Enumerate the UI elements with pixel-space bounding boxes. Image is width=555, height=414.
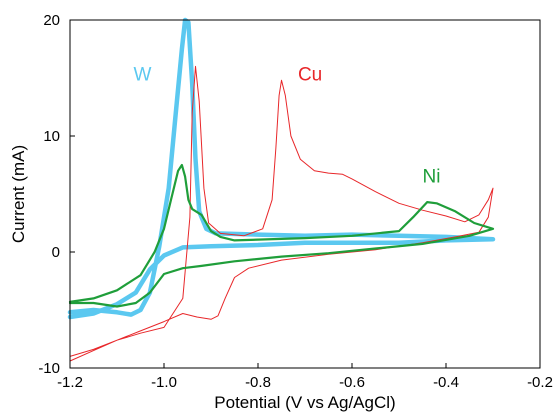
series-line-ni bbox=[68, 163, 495, 308]
x-axis-title: Potential (V vs Ag/AgCl) bbox=[214, 393, 395, 412]
x-tick-label: -1.0 bbox=[151, 374, 177, 391]
series-line-w bbox=[67, 17, 496, 320]
axis-ticks: -1.2 -1.0 -0.8 -0.6 -0.4 -0.2 -10 0 10 20 bbox=[38, 12, 553, 391]
y-tick-label: 10 bbox=[43, 128, 60, 145]
x-tick-label: -0.8 bbox=[245, 374, 271, 391]
y-axis-title: Current (mA) bbox=[9, 145, 28, 243]
y-tick-label: 20 bbox=[43, 12, 60, 29]
y-tick-label: 0 bbox=[52, 244, 60, 261]
x-tick-label: -0.2 bbox=[527, 374, 553, 391]
series-line-cu bbox=[69, 65, 494, 362]
series-labels: W Cu Ni bbox=[133, 64, 440, 187]
series-label-ni: Ni bbox=[423, 166, 441, 187]
plot-area-frame bbox=[69, 19, 541, 369]
x-tick-label: -1.2 bbox=[57, 374, 83, 391]
y-tick-label: -10 bbox=[38, 360, 60, 377]
series-label-w: W bbox=[133, 64, 151, 85]
series-layer bbox=[67, 17, 496, 362]
x-tick-label: -0.4 bbox=[433, 374, 459, 391]
series-label-cu: Cu bbox=[298, 64, 322, 85]
x-tick-label: -0.6 bbox=[339, 374, 365, 391]
